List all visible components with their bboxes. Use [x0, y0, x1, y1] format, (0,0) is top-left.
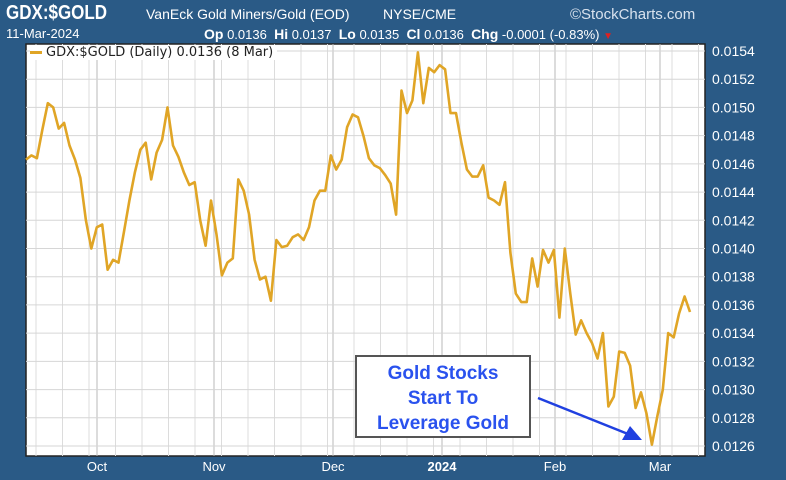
arrow-head-icon — [622, 426, 642, 440]
y-tick-label: 0.0144 — [712, 184, 755, 200]
chart-legend: GDX:$GOLD (Daily) 0.0136 (8 Mar) — [30, 45, 278, 60]
chg-label: Chg — [471, 26, 499, 42]
down-arrow-icon: ▼ — [603, 31, 613, 42]
x-tick-label: Feb — [544, 459, 566, 474]
description: VanEck Gold Miners/Gold (EOD) — [146, 6, 350, 22]
legend-swatch — [30, 51, 42, 54]
brand-logo: ©StockCharts.com — [570, 6, 696, 23]
x-tick-label: Mar — [649, 459, 672, 474]
y-tick-label: 0.0138 — [712, 269, 755, 285]
y-tick-label: 0.0152 — [712, 71, 755, 87]
y-tick-label: 0.0142 — [712, 212, 755, 228]
op-label: Op — [204, 26, 224, 42]
x-tick-label: Oct — [87, 459, 108, 474]
y-tick-label: 0.0128 — [712, 410, 755, 426]
y-tick-label: 0.0126 — [712, 438, 755, 454]
cl-value: 0.0136 — [424, 27, 464, 42]
y-tick-label: 0.0148 — [712, 128, 755, 144]
y-tick-label: 0.0140 — [712, 241, 755, 257]
y-tick-label: 0.0150 — [712, 99, 755, 115]
annotation-arrow — [537, 396, 629, 436]
x-tick-label: 2024 — [428, 459, 458, 474]
annotation-line: Gold Stocks — [387, 363, 499, 384]
annotation-line: Leverage Gold — [377, 413, 509, 434]
y-tick-label: 0.0146 — [712, 156, 755, 172]
y-tick-label: 0.0136 — [712, 297, 755, 313]
op-value: 0.0136 — [227, 27, 267, 42]
y-tick-label: 0.0134 — [712, 325, 755, 341]
symbol-title: GDX:$GOLD — [6, 2, 108, 24]
legend-label: GDX:$GOLD (Daily) 0.0136 (8 Mar) — [46, 45, 274, 60]
series-line — [25, 51, 692, 446]
cl-label: Cl — [406, 26, 421, 42]
x-tick-label: Dec — [321, 459, 345, 474]
exchange: NYSE/CME — [383, 6, 457, 22]
ohlc-readout: Op 0.0136 Hi 0.0137 Lo 0.0135 Cl 0.0136 … — [204, 26, 613, 42]
quote-date: 11-Mar-2024 — [6, 26, 80, 41]
y-tick-label: 0.0130 — [712, 382, 755, 398]
y-tick-label: 0.0154 — [712, 43, 755, 59]
lo-value: 0.0135 — [359, 27, 400, 42]
x-tick-label: Nov — [202, 459, 226, 474]
y-tick-label: 0.0132 — [712, 353, 755, 369]
hi-label: Hi — [274, 26, 289, 42]
annotation-line: Start To — [407, 388, 479, 409]
chg-value: -0.0001 (-0.83%) — [501, 27, 600, 42]
hi-value: 0.0137 — [291, 27, 332, 42]
annotation-box: Gold Stocks Start To Leverage Gold — [355, 355, 531, 438]
lo-label: Lo — [338, 26, 356, 42]
